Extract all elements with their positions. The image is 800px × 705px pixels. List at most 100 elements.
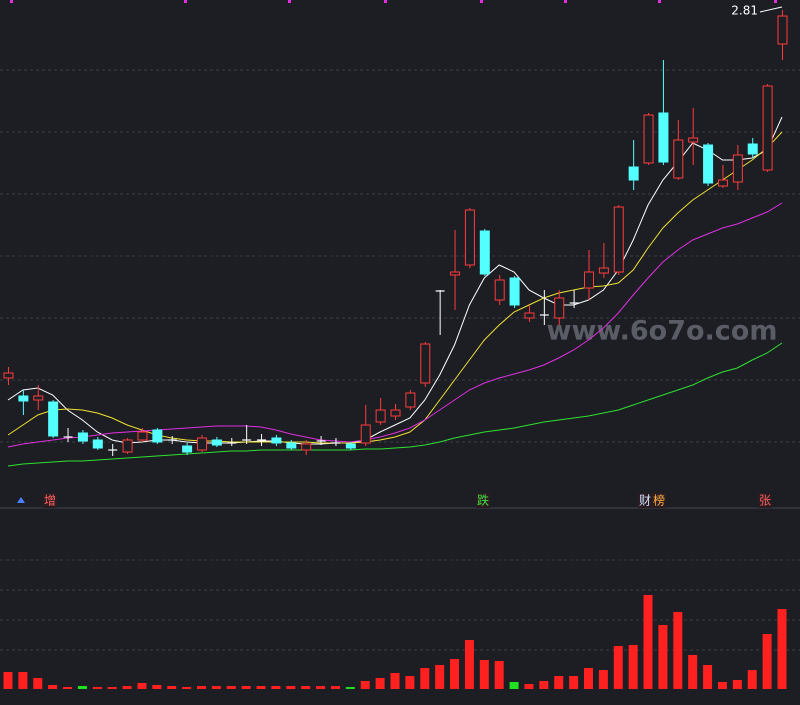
candle-body	[271, 437, 282, 444]
candle-body	[584, 271, 594, 289]
annotation-bg	[638, 493, 652, 508]
candle-body	[628, 166, 639, 181]
candle-body	[494, 279, 505, 301]
candle-body	[688, 137, 699, 143]
volume-bar	[405, 676, 415, 689]
volume-bar	[732, 680, 742, 689]
volume-bar	[524, 684, 534, 689]
volume-bar	[658, 625, 668, 689]
volume-bar	[271, 686, 281, 689]
candle-body	[420, 343, 431, 384]
candle-body	[509, 277, 520, 306]
volume-bar	[77, 686, 87, 689]
candle-body	[211, 439, 222, 446]
candle-body	[286, 442, 297, 449]
candle-body	[554, 297, 565, 319]
candle-body	[182, 445, 193, 453]
volume-bar	[122, 686, 132, 689]
candle-body	[390, 409, 401, 417]
candle-body	[301, 443, 312, 451]
watermark: www.6o7o.com	[547, 316, 778, 347]
volume-bar	[643, 595, 653, 689]
candle-body	[450, 271, 461, 276]
volume-bar	[182, 687, 192, 689]
volume-bar	[613, 646, 623, 689]
annotation: 增	[44, 494, 56, 508]
volume-bar	[554, 676, 564, 689]
candle-body	[405, 392, 416, 408]
candle-body	[673, 139, 684, 179]
volume-bar	[107, 687, 117, 689]
volume-bar	[628, 645, 638, 689]
volume-bar	[375, 678, 385, 689]
ma-line	[7, 202, 783, 448]
volume-bar	[747, 670, 757, 689]
volume-bar	[777, 609, 787, 689]
candle-body	[717, 179, 728, 187]
volume-bar	[435, 665, 445, 689]
dot	[288, 0, 291, 3]
dot	[774, 0, 777, 3]
volume-bar	[703, 665, 713, 689]
dot	[10, 0, 13, 3]
volume-bar	[450, 659, 460, 689]
candle-body	[464, 209, 475, 266]
volume-bar	[345, 687, 355, 689]
candle-body	[762, 85, 773, 171]
candle-body	[479, 230, 490, 275]
annotation: 榜	[653, 493, 665, 508]
dot	[564, 0, 567, 3]
candle-body	[613, 206, 624, 273]
volume-bar	[569, 676, 579, 689]
marker-icon	[17, 497, 25, 503]
candle-body	[658, 112, 669, 163]
candle-body	[137, 431, 148, 441]
candle-body	[598, 267, 609, 274]
volume-bar	[390, 673, 400, 689]
volume-bar	[494, 661, 504, 689]
annotation-bg	[43, 493, 57, 508]
volume-bar	[420, 668, 430, 689]
ma-line	[7, 131, 783, 444]
volume-bar	[286, 686, 296, 689]
dot	[480, 0, 483, 3]
volume-bar	[479, 660, 489, 689]
candle-body	[345, 443, 356, 449]
volume-bar	[673, 612, 683, 689]
candle-body	[732, 154, 743, 183]
candle-body	[122, 439, 133, 453]
candle-body	[197, 437, 207, 451]
volume-bar	[464, 640, 474, 689]
volume-bar	[33, 678, 43, 689]
candle-body	[375, 409, 386, 423]
dot	[658, 0, 661, 3]
volume-bar	[717, 682, 727, 689]
volume-bar	[330, 686, 340, 689]
volume-bar	[688, 655, 698, 689]
candle-body	[703, 144, 714, 184]
high-arrow	[759, 6, 783, 13]
volume-bar	[92, 687, 102, 689]
volume-bar	[584, 668, 593, 689]
volume-bar	[63, 687, 73, 689]
volume-bar	[152, 685, 162, 689]
volume-bar	[316, 686, 326, 689]
volume-bar	[3, 672, 13, 689]
volume-bar	[301, 686, 311, 689]
volume-bar	[226, 686, 236, 689]
volume-bar	[137, 683, 147, 689]
volume-bar	[539, 681, 549, 689]
volume-bar	[48, 685, 58, 689]
annotation: 财	[639, 494, 651, 508]
dot	[184, 0, 187, 3]
candle-body	[92, 439, 103, 449]
ma-line	[7, 342, 783, 467]
volume-bar	[211, 686, 221, 689]
candle-body	[77, 432, 88, 442]
candle-body	[360, 424, 371, 444]
candle-body	[3, 372, 14, 379]
volume-bar	[598, 670, 608, 689]
candle-body	[33, 395, 44, 401]
annotation-bg	[652, 493, 666, 508]
